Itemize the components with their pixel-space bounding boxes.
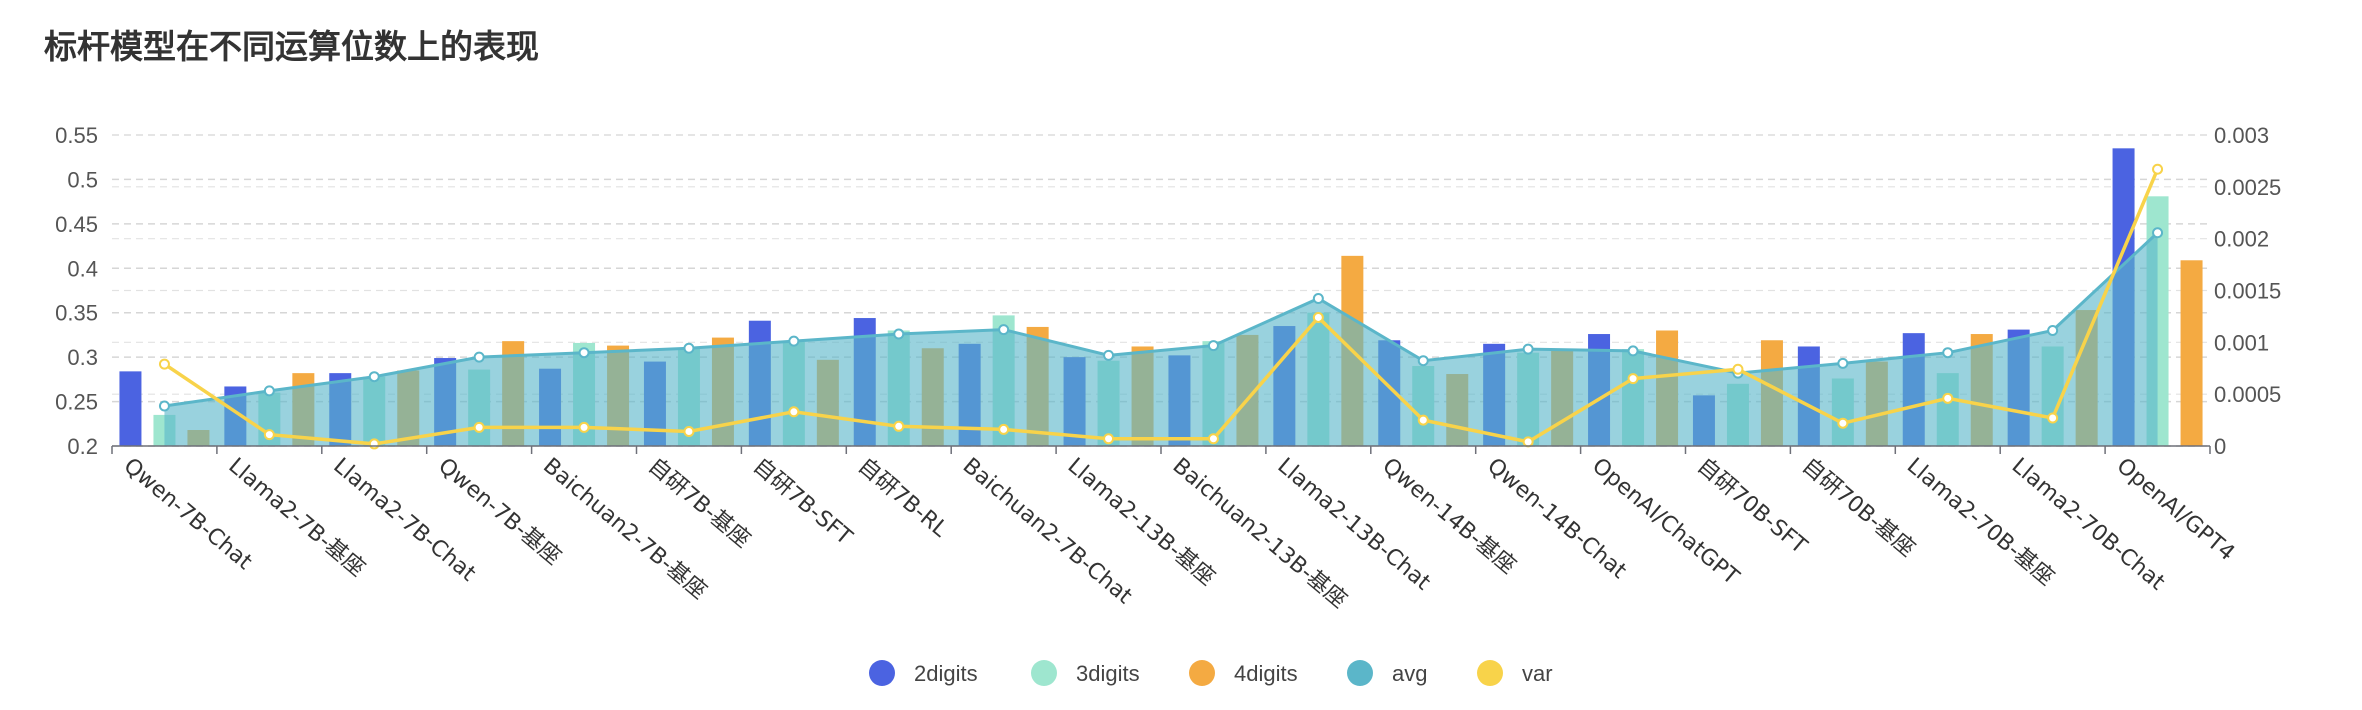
y-left-tick-label: 0.2 bbox=[67, 434, 98, 459]
avg-point bbox=[263, 385, 275, 397]
x-category-label: 自研7B-基座 bbox=[643, 453, 755, 553]
x-category-label: 自研70B-基座 bbox=[1797, 453, 1920, 562]
var-point bbox=[2047, 412, 2059, 424]
legend-marker-3digits bbox=[1031, 660, 1057, 686]
y-left-tick-label: 0.35 bbox=[55, 301, 98, 326]
bar-2digits bbox=[119, 371, 142, 446]
avg-point bbox=[1207, 340, 1219, 352]
avg-area-layer bbox=[158, 227, 2164, 446]
avg-point bbox=[1627, 345, 1639, 357]
legend-label-3digits: 3digits bbox=[1076, 661, 1140, 686]
y-right-tick-label: 0.001 bbox=[2214, 330, 2269, 355]
var-point bbox=[1103, 433, 1115, 445]
grid-lines bbox=[112, 134, 2210, 447]
avg-point bbox=[893, 328, 905, 340]
bar-4digits bbox=[2180, 260, 2203, 446]
y-right-tick-label: 0.003 bbox=[2214, 123, 2269, 148]
var-point bbox=[683, 425, 695, 437]
legend-label-avg: avg bbox=[1392, 661, 1427, 686]
avg-point bbox=[1312, 292, 1324, 304]
y-left-tick-label: 0.3 bbox=[67, 345, 98, 370]
legend-marker-2digits bbox=[869, 660, 895, 686]
var-point bbox=[893, 420, 905, 432]
y-right-tick-label: 0.0005 bbox=[2214, 382, 2281, 407]
avg-point bbox=[1837, 357, 1849, 369]
legend-marker-var bbox=[1477, 660, 1503, 686]
avg-point bbox=[1522, 343, 1534, 355]
avg-point bbox=[2152, 227, 2164, 239]
y-left-tick-label: 0.5 bbox=[67, 167, 98, 192]
y-right-tick-label: 0 bbox=[2214, 434, 2226, 459]
legend-label-2digits: 2digits bbox=[914, 661, 978, 686]
var-point bbox=[788, 406, 800, 418]
var-point bbox=[1837, 417, 1849, 429]
x-category-label: 自研7B-SFT bbox=[748, 453, 857, 550]
var-point bbox=[1522, 436, 1534, 448]
var-point bbox=[1732, 363, 1744, 375]
legend: 2digits 3digits 4digits avg var bbox=[869, 660, 1553, 686]
x-category-label: Baichuan2-13B-基座 bbox=[1168, 453, 1352, 613]
avg-point bbox=[2047, 324, 2059, 336]
legend-marker-avg bbox=[1347, 660, 1373, 686]
avg-point bbox=[1942, 347, 1954, 359]
var-point bbox=[263, 429, 275, 441]
avg-point bbox=[683, 342, 695, 354]
y-left-tick-label: 0.4 bbox=[67, 256, 98, 281]
y-left-tick-label: 0.45 bbox=[55, 212, 98, 237]
legend-label-4digits: 4digits bbox=[1234, 661, 1298, 686]
x-category-label: Baichuan2-7B-Chat bbox=[958, 453, 1137, 609]
var-point bbox=[1312, 311, 1324, 323]
var-point bbox=[1417, 414, 1429, 426]
var-point bbox=[473, 421, 485, 433]
var-point bbox=[998, 423, 1010, 435]
var-line bbox=[163, 168, 2160, 446]
y-left-tick-label: 0.55 bbox=[55, 123, 98, 148]
avg-point bbox=[368, 371, 380, 383]
avg-point bbox=[158, 400, 170, 412]
chart-title: 标杆模型在不同运算位数上的表现 bbox=[44, 27, 539, 66]
var-point bbox=[578, 421, 590, 433]
avg-point bbox=[998, 324, 1010, 336]
var-point bbox=[1942, 392, 1954, 404]
legend-label-var: var bbox=[1522, 661, 1553, 686]
var-line-layer bbox=[158, 163, 2164, 450]
x-category-label: 自研7B-RL bbox=[853, 453, 953, 542]
avg-line bbox=[164, 231, 2159, 408]
avg-point bbox=[473, 351, 485, 363]
var-point bbox=[158, 358, 170, 370]
y-right-tick-label: 0.002 bbox=[2214, 227, 2269, 252]
y-left-tick-label: 0.25 bbox=[55, 390, 98, 415]
legend-marker-4digits bbox=[1189, 660, 1215, 686]
avg-point bbox=[578, 347, 590, 359]
y-right-tick-label: 0.0015 bbox=[2214, 279, 2281, 304]
var-point bbox=[368, 438, 380, 450]
avg-area bbox=[164, 232, 2158, 446]
avg-point bbox=[1417, 355, 1429, 367]
var-point bbox=[2152, 163, 2164, 175]
y-right-tick-label: 0.0025 bbox=[2214, 175, 2281, 200]
avg-point bbox=[788, 335, 800, 347]
var-point bbox=[1207, 433, 1219, 445]
var-point bbox=[1627, 373, 1639, 385]
avg-point bbox=[1103, 349, 1115, 361]
